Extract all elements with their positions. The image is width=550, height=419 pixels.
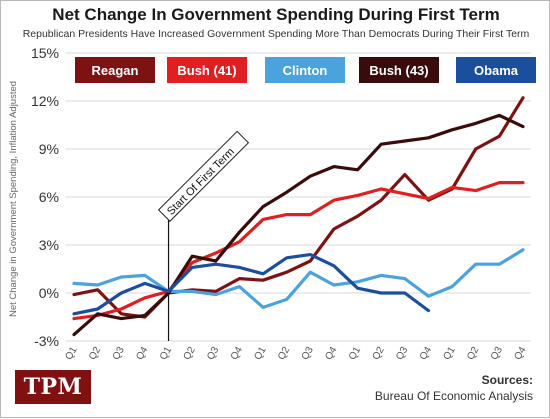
legend-swatch-obama — [456, 57, 536, 83]
x-tick-label: Q2 — [371, 345, 387, 362]
x-tick-label: Q3 — [394, 345, 410, 362]
x-tick-label: Q3 — [205, 345, 221, 362]
legend-label-reagan: Reagan — [92, 63, 139, 78]
x-tick-label: Q4 — [134, 345, 150, 362]
y-tick-label: 15% — [31, 45, 59, 61]
x-tick-label: Q2 — [182, 345, 198, 362]
series-line-bush-41 — [72, 181, 525, 321]
x-tick-label: Q4 — [512, 345, 528, 362]
y-tick-label: -3% — [34, 333, 59, 349]
x-tick-label: Q3 — [111, 345, 127, 362]
chart-subtitle: Republican Presidents Have Increased Gov… — [22, 28, 530, 40]
tpm-logo: TPM — [15, 370, 91, 404]
start-of-term-label-group: Start Of First Term — [157, 130, 250, 222]
sources-text: Bureau Of Economic Analysis — [374, 389, 533, 403]
x-tick-label: Q1 — [158, 345, 174, 362]
grid — [66, 52, 531, 342]
series-lines — [72, 96, 525, 337]
legend-swatch-reagan — [75, 57, 155, 83]
legend-swatch-bush-41 — [167, 57, 247, 83]
x-tick-label: Q4 — [323, 345, 339, 362]
series-line-clinton — [72, 248, 525, 309]
chart-title: Net Change In Government Spending During… — [52, 5, 500, 24]
series-line-obama — [72, 253, 431, 316]
y-axis-label: Net Change in Government Spending, Infla… — [8, 81, 19, 317]
y-tick-label: 3% — [39, 237, 59, 253]
x-tick-label: Q2 — [465, 345, 481, 362]
start-of-term-label: Start Of First Term — [165, 146, 237, 218]
x-tick-label: Q2 — [87, 345, 103, 362]
x-tick-label: Q4 — [418, 345, 434, 362]
x-tick-label: Q1 — [347, 345, 363, 362]
legend-label-bush-41: Bush (41) — [177, 63, 236, 78]
y-axis-ticks: -3% 0% 3% 6% 9% 12% 15% — [31, 45, 59, 349]
x-axis-ticks: Q1 Q2 Q3 Q4 Q1 Q2 Q3 Q4 Q1 Q2 Q3 Q4 Q1 Q2 Q3 Q4 Q1 Q2 Q3 Q4 — [63, 345, 528, 362]
x-tick-label: Q1 — [252, 345, 268, 362]
y-tick-label: 6% — [39, 189, 59, 205]
y-tick-label: 9% — [39, 141, 59, 157]
legend-label-clinton: Clinton — [283, 63, 328, 78]
x-tick-label: Q3 — [300, 345, 316, 362]
x-tick-label: Q4 — [229, 345, 245, 362]
legend-swatch-bush-43 — [359, 57, 439, 83]
x-tick-label: Q2 — [276, 345, 292, 362]
sources-label: Sources: — [481, 373, 533, 387]
legend: Reagan Bush (41) Clinton Bush (43) Obama — [75, 57, 536, 83]
y-tick-label: 12% — [31, 93, 59, 109]
legend-label-obama: Obama — [474, 63, 519, 78]
series-line-bush-43 — [72, 113, 525, 337]
start-of-term-box — [157, 130, 250, 222]
y-tick-label: 0% — [39, 285, 59, 301]
legend-label-bush-43: Bush (43) — [369, 63, 428, 78]
x-tick-label: Q3 — [489, 345, 505, 362]
x-tick-label: Q1 — [442, 345, 458, 362]
x-tick-label: Q1 — [63, 345, 79, 362]
legend-swatch-clinton — [265, 57, 345, 83]
